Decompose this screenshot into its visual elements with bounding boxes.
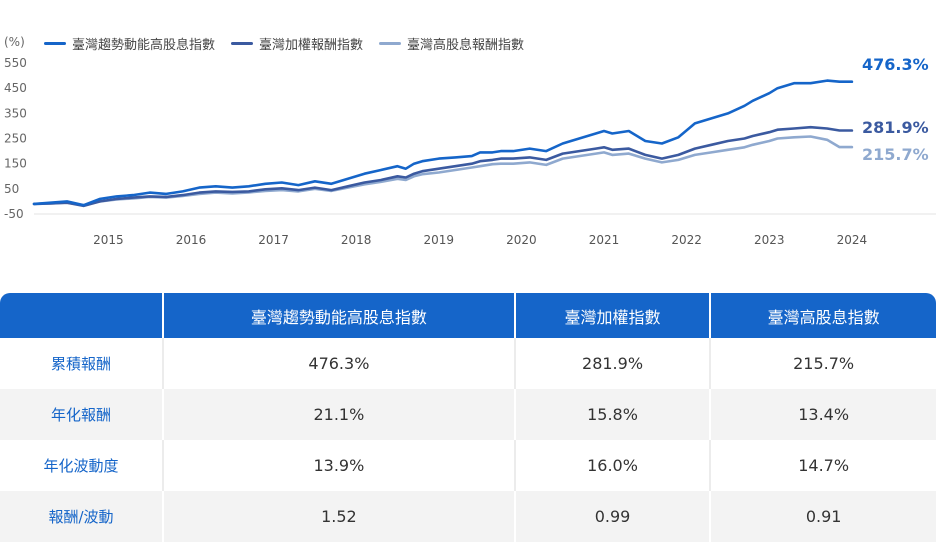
table-header-cell-0 — [0, 293, 162, 338]
table-header-cell-1: 臺灣趨勢動能高股息指數 — [162, 293, 514, 338]
legend-swatch-2 — [379, 42, 402, 45]
table-cell: 13.4% — [709, 389, 936, 440]
table-row: 報酬/波動 1.52 0.99 0.91 — [0, 491, 936, 542]
table-row: 累積報酬 476.3% 281.9% 215.7% — [0, 338, 936, 389]
row-label: 累積報酬 — [0, 338, 162, 389]
table-cell: 13.9% — [162, 440, 514, 491]
x-tick-label: 2022 — [671, 233, 702, 247]
row-label: 報酬/波動 — [0, 491, 162, 542]
stats-table: 臺灣趨勢動能高股息指數 臺灣加權指數 臺灣高股息指數 累積報酬 476.3% 2… — [0, 293, 936, 542]
legend-label-0: 臺灣趨勢動能高股息指數 — [72, 38, 216, 53]
table-header-cell-2: 臺灣加權指數 — [513, 293, 710, 338]
series-end-label-1: 281.9% — [862, 118, 929, 137]
x-tick-label: 2021 — [589, 233, 620, 247]
series-line-0 — [32, 79, 854, 207]
x-tick-label: 2023 — [754, 233, 785, 247]
y-tick-label: 250 — [4, 132, 27, 146]
table-cell: 1.52 — [162, 491, 514, 542]
table-cell: 15.8% — [513, 389, 710, 440]
legend-swatch-0 — [44, 42, 66, 45]
y-tick-label: 550 — [4, 56, 27, 70]
table-row: 年化波動度 13.9% 16.0% 14.7% — [0, 440, 936, 491]
row-label: 年化波動度 — [0, 440, 162, 491]
table-cell: 215.7% — [709, 338, 936, 389]
y-tick-label: -50 — [4, 207, 24, 221]
x-tick-label: 2024 — [837, 233, 868, 247]
legend-label-2: 臺灣高股息報酬指數 — [407, 38, 525, 53]
x-tick-label: 2017 — [258, 233, 289, 247]
table-header-row: 臺灣趨勢動能高股息指數 臺灣加權指數 臺灣高股息指數 — [0, 293, 936, 338]
chart-legend: 臺灣趨勢動能高股息指數 臺灣加權報酬指數 臺灣高股息報酬指數 — [44, 34, 524, 53]
y-tick-label: 350 — [4, 106, 27, 120]
table-cell: 16.0% — [513, 440, 710, 491]
legend-swatch-1 — [231, 42, 254, 45]
table-cell: 21.1% — [162, 389, 514, 440]
x-tick-label: 2019 — [424, 233, 455, 247]
y-axis-unit-label: (%) — [4, 35, 25, 49]
series-line-2 — [32, 135, 854, 207]
table-cell: 281.9% — [513, 338, 710, 389]
legend-item-series-2: 臺灣高股息報酬指數 — [379, 34, 524, 53]
table-cell: 0.99 — [513, 491, 710, 542]
y-tick-label: 50 — [4, 182, 19, 196]
x-tick-label: 2015 — [93, 233, 124, 247]
table-cell: 14.7% — [709, 440, 936, 491]
table-row: 年化報酬 21.1% 15.8% 13.4% — [0, 389, 936, 440]
table-cell: 0.91 — [709, 491, 936, 542]
series-line-1 — [32, 125, 854, 208]
y-tick-label: 450 — [4, 81, 27, 95]
x-tick-label: 2018 — [341, 233, 372, 247]
row-label: 年化報酬 — [0, 389, 162, 440]
chart-area: (%) 臺灣趨勢動能高股息指數 臺灣加權報酬指數 臺灣高股息報酬指數 550 45… — [0, 0, 936, 270]
table-cell: 476.3% — [162, 338, 514, 389]
legend-label-1: 臺灣加權報酬指數 — [259, 38, 364, 53]
x-tick-label: 2020 — [506, 233, 537, 247]
series-end-label-0: 476.3% — [862, 55, 929, 74]
x-tick-label: 2016 — [176, 233, 207, 247]
legend-item-series-1: 臺灣加權報酬指數 — [231, 34, 363, 53]
table-header-cell-3: 臺灣高股息指數 — [709, 293, 936, 338]
line-chart: 550 450 350 250 150 50 -50 2015 2016 2017 2018 2019… — [4, 55, 936, 247]
y-tick-label: 150 — [4, 157, 27, 171]
series-end-label-2: 215.7% — [862, 145, 929, 164]
legend-item-series-0: 臺灣趨勢動能高股息指數 — [44, 34, 215, 53]
